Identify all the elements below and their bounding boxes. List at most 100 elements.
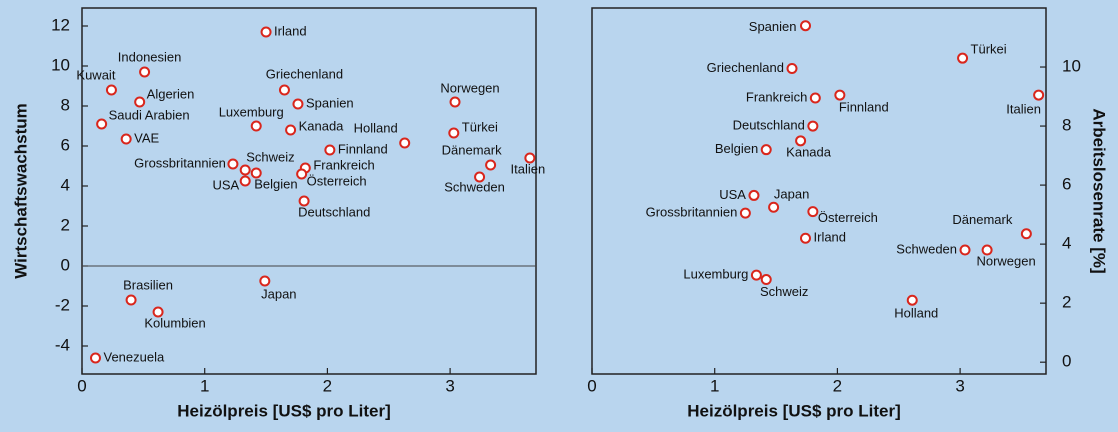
point-label: Japan <box>774 187 809 202</box>
point <box>760 144 772 156</box>
point-label: Finnland <box>338 141 388 156</box>
point-label: Dänemark <box>952 212 1012 227</box>
point-label: Deutschland <box>298 204 370 219</box>
point <box>807 120 819 132</box>
point-label: Schweiz <box>760 284 808 299</box>
point <box>259 275 271 287</box>
point-label: Belgien <box>715 141 758 156</box>
point <box>125 294 137 306</box>
plot-frame <box>591 7 1047 375</box>
y-tick-label: 10 <box>51 55 70 74</box>
point-label: Österreich <box>307 173 367 188</box>
point-label: Kanada <box>299 118 345 133</box>
point-label: Schweden <box>444 179 505 194</box>
point <box>800 232 812 244</box>
point-label: Kanada <box>786 144 832 159</box>
point <box>748 189 760 201</box>
point <box>227 158 239 170</box>
point <box>278 84 290 96</box>
point-label: Türkei <box>462 119 498 134</box>
point <box>449 96 461 108</box>
point-label: Italien <box>511 161 546 176</box>
point <box>786 63 798 75</box>
point <box>250 167 262 179</box>
point-label: VAE <box>134 130 159 145</box>
point <box>981 244 993 256</box>
x-axis-label: Heizölpreis [US$ pro Liter] <box>177 401 390 420</box>
point <box>260 26 272 38</box>
point-label: Irland <box>814 230 847 245</box>
point-label: Griechenland <box>266 66 343 81</box>
point-label: Finnland <box>839 100 889 115</box>
point <box>906 294 918 306</box>
y-tick-label: 6 <box>1062 175 1071 194</box>
point-label: Brasilien <box>123 277 173 292</box>
point <box>285 124 297 136</box>
point <box>152 306 164 318</box>
x-tick-label: 0 <box>77 376 86 395</box>
point <box>448 127 460 139</box>
x-tick-label: 1 <box>710 376 719 395</box>
point-label: Irland <box>274 23 307 38</box>
point <box>239 164 251 176</box>
point <box>399 137 411 149</box>
point-label: Indonesien <box>118 49 182 64</box>
point <box>807 206 819 218</box>
point <box>959 244 971 256</box>
point <box>120 133 132 145</box>
y-axis-label: Wirtschaftswachstum <box>11 103 30 279</box>
y-tick-label: -4 <box>55 335 70 354</box>
point-label: Spanien <box>306 95 354 110</box>
point-label: Belgien <box>254 176 297 191</box>
point <box>750 269 762 281</box>
point-label: Holland <box>894 306 938 321</box>
point <box>795 135 807 147</box>
point-label: Dänemark <box>442 142 502 157</box>
point <box>760 274 772 286</box>
y-tick-label: 10 <box>1062 57 1081 76</box>
point <box>324 144 336 156</box>
point-label: Grossbritannien <box>646 205 738 220</box>
point-label: Norwegen <box>976 253 1035 268</box>
point-label: Schweden <box>896 241 957 256</box>
y-tick-label: 2 <box>1062 293 1071 312</box>
point <box>957 52 969 64</box>
x-axis-label: Heizölpreis [US$ pro Liter] <box>687 401 900 420</box>
point <box>485 159 497 171</box>
point <box>89 352 101 364</box>
point-label: Algerien <box>147 86 195 101</box>
point <box>524 152 536 164</box>
y-tick-label: 8 <box>1062 116 1071 135</box>
point-label: Luxemburg <box>219 104 284 119</box>
point <box>292 98 304 110</box>
point <box>105 84 117 96</box>
point <box>474 171 486 183</box>
point <box>96 118 108 130</box>
point <box>298 195 310 207</box>
point <box>296 168 308 180</box>
point-label: Türkei <box>971 42 1007 57</box>
point-label: Kuwait <box>76 67 115 82</box>
point <box>239 175 251 187</box>
y-tick-label: 4 <box>1062 234 1071 253</box>
point-label: Frankreich <box>746 89 807 104</box>
y-tick-label: 0 <box>61 255 70 274</box>
point-label: USA <box>212 177 239 192</box>
y-tick-label: 8 <box>61 95 70 114</box>
point <box>139 66 151 78</box>
point-label: Frankreich <box>313 157 374 172</box>
x-tick-label: 2 <box>833 376 842 395</box>
point-label: Italien <box>1006 102 1041 117</box>
point <box>1020 228 1032 240</box>
point <box>809 92 821 104</box>
point-label: Norwegen <box>440 80 499 95</box>
point <box>834 89 846 101</box>
point-label: Griechenland <box>707 60 784 75</box>
x-tick-label: 3 <box>445 376 454 395</box>
point-label: Kolumbien <box>144 315 205 330</box>
plot-frame <box>81 7 537 375</box>
y-tick-label: 4 <box>61 175 70 194</box>
point <box>739 207 751 219</box>
point-label: Luxemburg <box>683 267 748 282</box>
